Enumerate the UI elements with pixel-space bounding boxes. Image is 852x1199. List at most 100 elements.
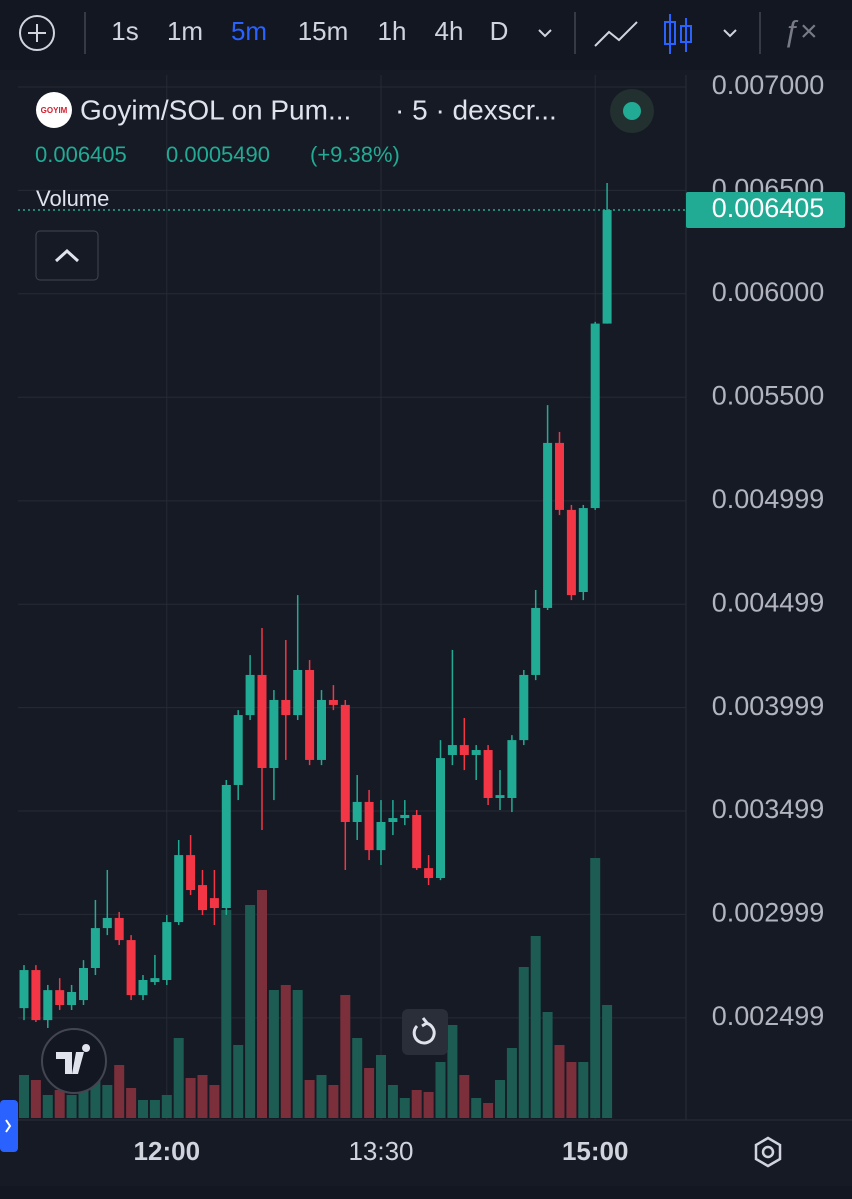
add-icon[interactable]: [19, 15, 55, 51]
volume-bar: [161, 1095, 172, 1118]
interval-button[interactable]: 1h: [378, 16, 407, 46]
candle-body: [281, 699, 291, 716]
x-tick-label: 13:30: [348, 1136, 413, 1166]
candle-body: [412, 814, 422, 869]
interval-button[interactable]: 15m: [298, 16, 349, 46]
volume-bar: [197, 1075, 208, 1118]
tradingview-logo[interactable]: [41, 1028, 107, 1094]
candle-style-icon[interactable]: [664, 14, 692, 54]
interval-dropdown[interactable]: [538, 29, 552, 38]
volume-bars: [19, 858, 613, 1118]
toolbar: [0, 0, 852, 70]
candle-body: [162, 922, 172, 980]
reset-button[interactable]: [402, 1009, 448, 1055]
line-style-icon[interactable]: [594, 21, 638, 47]
y-tick-label: 0.007000: [712, 70, 825, 100]
y-tick-label: 0.004499: [712, 587, 825, 617]
collapse-chevron: [54, 248, 80, 263]
candle-body: [543, 442, 553, 608]
settings-icon[interactable]: [754, 1136, 782, 1168]
candle-body: [388, 818, 398, 822]
volume-bar: [340, 995, 351, 1118]
volume-bar: [364, 1068, 375, 1118]
reset-arrow: [421, 1017, 430, 1028]
candle-body: [352, 801, 362, 822]
candle-body: [102, 917, 112, 929]
volume-bar: [30, 1080, 41, 1118]
candle-body: [436, 758, 445, 879]
candle-body: [67, 991, 77, 1006]
candle-body: [317, 699, 326, 760]
candle-body: [519, 674, 529, 741]
candle-body: [43, 990, 53, 1021]
candle-body: [233, 715, 243, 785]
candle-body: [340, 704, 350, 822]
interval-button[interactable]: 4h: [435, 16, 464, 46]
candle-body: [328, 699, 338, 705]
x-tick-label: 15:00: [562, 1136, 629, 1166]
volume-bar: [602, 1005, 613, 1118]
volume-bar: [66, 1095, 77, 1118]
candle-body: [114, 917, 124, 941]
volume-bar: [292, 990, 303, 1118]
interval-list: 1s 1m 5m 15m 1h 4h D: [111, 16, 508, 46]
style-dropdown[interactable]: [723, 29, 737, 38]
interval-button[interactable]: 1s: [111, 16, 138, 46]
volume-bar: [19, 1075, 29, 1118]
interval-button[interactable]: D: [490, 16, 509, 46]
volume-bar: [149, 1100, 160, 1118]
y-tick-label: 0.006000: [712, 277, 825, 307]
last-price-label: 0.006405: [712, 193, 825, 223]
indicators-icon[interactable]: ƒ×: [783, 15, 817, 48]
y-tick-label: 0.004999: [712, 484, 825, 514]
symbol-logo: [36, 92, 72, 128]
volume-bar: [554, 1045, 565, 1118]
candle-body: [531, 607, 541, 675]
interval-button[interactable]: 1m: [167, 16, 203, 46]
candle-body: [198, 885, 207, 911]
axes: 0.0070000.0065000.0060000.0055000.004999…: [18, 70, 845, 1166]
y-tick-label: 0.005500: [712, 380, 825, 410]
candle-body: [578, 508, 588, 593]
volume-legend: Volume: [36, 186, 109, 211]
volume-bar: [530, 936, 541, 1118]
volume-bar: [185, 1078, 196, 1118]
candle-body: [138, 979, 148, 996]
candle-body: [483, 750, 493, 799]
volume-bar: [376, 1055, 386, 1118]
x-tick-label: 12:00: [134, 1136, 201, 1166]
candle-body: [495, 795, 505, 799]
volume-bar: [42, 1095, 53, 1118]
legend-change-pct: (+9.38%): [310, 142, 400, 167]
volume-bar: [280, 985, 291, 1118]
last-price-tag: [686, 192, 845, 229]
volume-bar: [387, 1085, 398, 1118]
grid: [18, 75, 686, 1120]
toolbar-icons: [19, 12, 761, 54]
volume-bar: [435, 1062, 446, 1118]
bottom-strip: [0, 1186, 852, 1199]
symbol-name[interactable]: Goyim/SOL on Pum...: [80, 94, 351, 125]
candle-body: [471, 750, 481, 755]
candle-body: [79, 967, 88, 1001]
candle-body: [174, 855, 184, 923]
y-tick-label: 0.003499: [712, 794, 825, 824]
legend-change: 0.0005490: [166, 142, 270, 167]
collapse-button[interactable]: [35, 230, 99, 281]
interval-button[interactable]: 5m: [231, 16, 267, 46]
candle-body: [186, 855, 196, 891]
candle-body: [209, 898, 219, 909]
symbol-source: · 5 · dexscr...: [395, 94, 557, 125]
volume-bar: [257, 890, 267, 1118]
volume-bar: [304, 1080, 315, 1118]
volume-bar: [590, 858, 601, 1118]
candle-body: [55, 990, 65, 1006]
add-icon-plus: [28, 24, 46, 42]
volume-bar: [566, 1062, 577, 1118]
candle-body: [31, 970, 41, 1021]
volume-bar: [114, 1065, 125, 1118]
volume-bar: [328, 1085, 339, 1118]
candle-body: [447, 745, 457, 755]
reset-icon: [412, 1021, 436, 1045]
separators: [84, 12, 761, 54]
